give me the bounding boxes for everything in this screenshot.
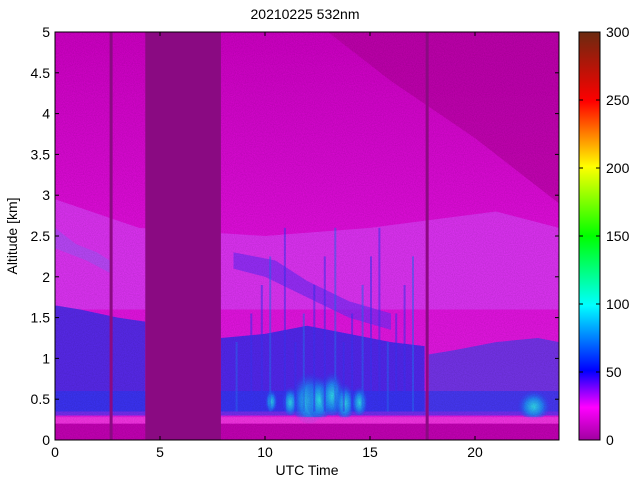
- x-tick-label: 20: [467, 444, 483, 460]
- y-tick-label: 1.5: [31, 310, 51, 326]
- colorbar-tick-label: 150: [606, 228, 630, 244]
- no-data-line: [109, 32, 113, 440]
- y-tick-label: 2.5: [31, 228, 51, 244]
- chart-title: 20210225 532nm: [251, 6, 360, 22]
- x-tick-label: 0: [51, 444, 59, 460]
- x-tick-label: 5: [156, 444, 164, 460]
- y-axis-label: Altitude [km]: [4, 197, 20, 274]
- y-tick-label: 3: [42, 187, 50, 203]
- no-data-line: [425, 32, 429, 440]
- y-tick-label: 3.5: [31, 146, 51, 162]
- y-tick-label: 0.5: [31, 391, 51, 407]
- x-tick-label: 15: [362, 444, 378, 460]
- y-axis: 0 0.5 1 1.5 2 2.5 3 3.5 4 4.5 5: [31, 24, 559, 448]
- colorbar-tick-label: 300: [606, 24, 630, 40]
- y-tick-label: 4: [42, 106, 50, 122]
- y-tick-label: 5: [42, 24, 50, 40]
- colorbar-tick-label: 250: [606, 92, 630, 108]
- colorbar-tick-label: 200: [606, 160, 630, 176]
- colorbar-tick-label: 50: [606, 364, 622, 380]
- x-tick-label: 10: [257, 444, 273, 460]
- colorbar-tick-label: 100: [606, 296, 630, 312]
- y-tick-label: 2: [42, 269, 50, 285]
- heatmap-image: [55, 32, 559, 440]
- plot-area: [55, 32, 559, 440]
- x-axis-label: UTC Time: [276, 462, 339, 478]
- y-tick-label: 1: [42, 350, 50, 366]
- colorbar-axis: 0 50 100 150 200 250 300: [579, 24, 630, 448]
- x-axis: 0 5 10 15 20: [51, 32, 483, 460]
- colorbar-tick-label: 0: [606, 432, 614, 448]
- no-data-gap: [145, 32, 221, 440]
- y-tick-label: 0: [42, 432, 50, 448]
- y-tick-label: 4.5: [31, 65, 51, 81]
- noise-overlay: [55, 32, 559, 440]
